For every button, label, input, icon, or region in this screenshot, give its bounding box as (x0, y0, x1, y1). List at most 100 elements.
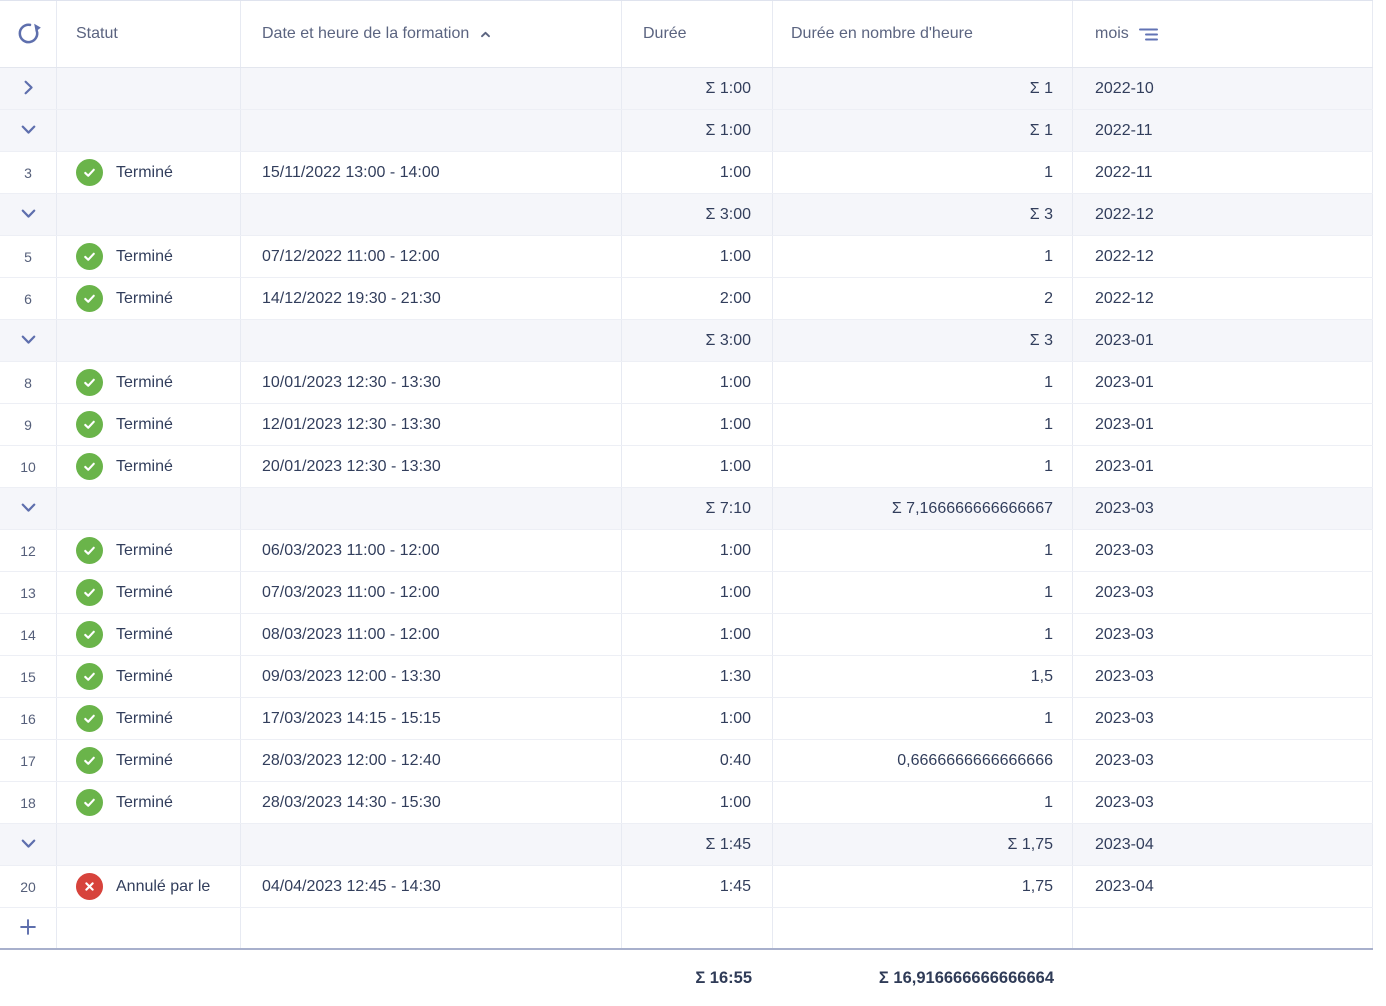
heures-cell[interactable]: 1,5 (773, 656, 1073, 697)
footer-sum-duree[interactable]: Σ 16:55 (695, 968, 752, 987)
date-cell[interactable]: 12/01/2023 12:30 - 13:30 (241, 404, 622, 445)
mois-cell[interactable]: 2023-01 (1073, 446, 1373, 487)
statut-cell[interactable]: Annulé par le (57, 866, 241, 907)
heures-cell[interactable]: 2 (773, 278, 1073, 319)
column-header-statut[interactable]: Statut (57, 1, 241, 67)
mois-cell[interactable]: 2023-03 (1073, 614, 1373, 655)
statut-cell[interactable]: Terminé (57, 278, 241, 319)
mois-cell[interactable]: 2023-01 (1073, 404, 1373, 445)
heures-cell[interactable]: 1 (773, 614, 1073, 655)
collapse-group-button[interactable] (17, 832, 40, 858)
heures-cell[interactable]: 1 (773, 698, 1073, 739)
statut-cell[interactable]: Terminé (57, 362, 241, 403)
mois-value: 2022-11 (1095, 121, 1153, 139)
duree-cell[interactable]: 1:00 (622, 698, 773, 739)
duree-cell[interactable]: 2:00 (622, 278, 773, 319)
heures-cell[interactable]: 1 (773, 362, 1073, 403)
heures-cell[interactable]: 1 (773, 530, 1073, 571)
date-value: 06/03/2023 11:00 - 12:00 (262, 541, 440, 559)
date-cell[interactable]: 07/03/2023 11:00 - 12:00 (241, 572, 622, 613)
add-record-button[interactable] (17, 916, 39, 941)
refresh-button[interactable] (15, 19, 42, 49)
column-header-mois[interactable]: mois (1073, 1, 1373, 67)
column-header-heures[interactable]: Durée en nombre d'heure (773, 1, 1073, 67)
heures-value: 1 (1044, 709, 1053, 727)
mois-value: 2022-12 (1095, 247, 1154, 265)
mois-cell[interactable]: 2023-03 (1073, 572, 1373, 613)
duree-value: 1:30 (719, 667, 751, 685)
date-cell[interactable]: 09/03/2023 12:00 - 13:30 (241, 656, 622, 697)
duree-cell[interactable]: 1:00 (622, 362, 773, 403)
date-cell[interactable]: 28/03/2023 12:00 - 12:40 (241, 740, 622, 781)
collapse-group-button[interactable] (17, 118, 40, 144)
heures-cell[interactable]: 0,6666666666666666 (773, 740, 1073, 781)
mois-cell[interactable]: 2023-03 (1073, 656, 1373, 697)
date-cell[interactable]: 14/12/2022 19:30 - 21:30 (241, 278, 622, 319)
mois-cell[interactable]: 2022-12 (1073, 236, 1373, 277)
date-cell (241, 488, 622, 529)
statut-cell[interactable]: Terminé (57, 614, 241, 655)
duree-cell[interactable]: 1:30 (622, 656, 773, 697)
mois-cell[interactable]: 2023-04 (1073, 866, 1373, 907)
duree-cell[interactable]: 1:00 (622, 446, 773, 487)
collapse-group-button[interactable] (17, 202, 40, 228)
date-cell[interactable]: 15/11/2022 13:00 - 14:00 (241, 152, 622, 193)
date-cell[interactable]: 06/03/2023 11:00 - 12:00 (241, 530, 622, 571)
check-icon (81, 374, 98, 391)
statut-cell[interactable]: Terminé (57, 530, 241, 571)
date-cell[interactable]: 10/01/2023 12:30 - 13:30 (241, 362, 622, 403)
duree-cell[interactable]: 1:45 (622, 866, 773, 907)
heures-cell[interactable]: 1 (773, 782, 1073, 823)
column-header-date[interactable]: Date et heure de la formation (241, 1, 622, 67)
heures-cell[interactable]: 1 (773, 236, 1073, 277)
statut-cell[interactable]: Terminé (57, 782, 241, 823)
mois-cell[interactable]: 2023-03 (1073, 740, 1373, 781)
status-label: Terminé (116, 247, 173, 265)
duree-cell[interactable]: 1:00 (622, 572, 773, 613)
mois-cell[interactable]: 2023-03 (1073, 782, 1373, 823)
heures-cell[interactable]: 1 (773, 404, 1073, 445)
statut-cell[interactable]: Terminé (57, 236, 241, 277)
statut-cell[interactable]: Terminé (57, 446, 241, 487)
statut-cell[interactable]: Terminé (57, 698, 241, 739)
collapse-group-button[interactable] (17, 496, 40, 522)
column-header-duree[interactable]: Durée (622, 1, 773, 67)
expand-group-button[interactable] (17, 76, 40, 102)
refresh-cell (0, 1, 57, 67)
row-number: 9 (24, 416, 32, 433)
date-cell[interactable]: 20/01/2023 12:30 - 13:30 (241, 446, 622, 487)
mois-cell[interactable]: 2023-01 (1073, 362, 1373, 403)
date-cell[interactable]: 17/03/2023 14:15 - 15:15 (241, 698, 622, 739)
duree-cell[interactable]: 1:00 (622, 236, 773, 277)
column-header-label: Durée en nombre d'heure (791, 25, 973, 42)
duree-cell[interactable]: 1:00 (622, 404, 773, 445)
duree-cell[interactable]: 1:00 (622, 614, 773, 655)
heures-cell[interactable]: 1 (773, 152, 1073, 193)
mois-cell[interactable]: 2023-03 (1073, 530, 1373, 571)
mois-cell[interactable]: 2022-12 (1073, 278, 1373, 319)
statut-cell (57, 824, 241, 865)
date-cell[interactable]: 08/03/2023 11:00 - 12:00 (241, 614, 622, 655)
footer-sum-heures[interactable]: Σ 16,916666666666664 (878, 968, 1054, 987)
mois-cell[interactable]: 2023-03 (1073, 698, 1373, 739)
duree-cell[interactable]: 1:00 (622, 782, 773, 823)
duree-cell[interactable]: 1:00 (622, 530, 773, 571)
statut-cell[interactable]: Terminé (57, 572, 241, 613)
date-cell[interactable]: 28/03/2023 14:30 - 15:30 (241, 782, 622, 823)
mois-cell[interactable]: 2022-11 (1073, 152, 1373, 193)
collapse-group-button[interactable] (17, 328, 40, 354)
statut-cell[interactable]: Terminé (57, 404, 241, 445)
statut-cell[interactable]: Terminé (57, 656, 241, 697)
duree-cell[interactable]: 1:00 (622, 152, 773, 193)
date-cell[interactable]: 07/12/2022 11:00 - 12:00 (241, 236, 622, 277)
mois-value: 2023-04 (1095, 877, 1154, 895)
mois-cell: 2022-10 (1073, 68, 1373, 109)
heures-cell[interactable]: 1 (773, 446, 1073, 487)
date-cell[interactable]: 04/04/2023 12:45 - 14:30 (241, 866, 622, 907)
heures-cell[interactable]: 1 (773, 572, 1073, 613)
statut-cell[interactable]: Terminé (57, 152, 241, 193)
statut-cell[interactable]: Terminé (57, 740, 241, 781)
duree-cell[interactable]: 0:40 (622, 740, 773, 781)
mois-value: 2023-01 (1095, 331, 1154, 349)
heures-cell[interactable]: 1,75 (773, 866, 1073, 907)
